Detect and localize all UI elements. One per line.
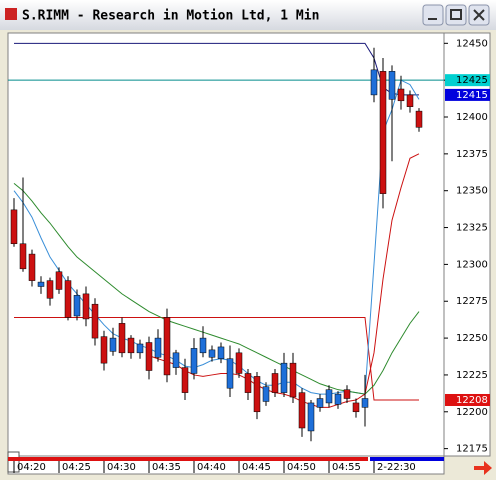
plot-area — [7, 32, 445, 457]
candle-body — [73, 295, 81, 317]
candle-body — [226, 358, 234, 389]
candle-body — [415, 110, 423, 128]
axis-band — [8, 457, 368, 461]
window-buttons[interactable] — [422, 4, 490, 26]
y-tick-label: 12350 — [456, 186, 488, 197]
maximize-button[interactable] — [445, 4, 467, 26]
candle-body — [289, 362, 297, 398]
minimize-button[interactable] — [422, 4, 444, 26]
candle-body — [307, 402, 315, 432]
axis-band — [370, 457, 444, 461]
candle-body — [55, 271, 63, 290]
candle-body — [280, 362, 288, 393]
app-icon — [5, 8, 17, 20]
x-tick-label: 04:55 — [332, 462, 361, 473]
candle-body — [235, 352, 243, 374]
title-bar — [0, 0, 496, 30]
indicator-line — [13, 182, 420, 395]
candle-body — [109, 337, 117, 352]
candle-body — [163, 317, 171, 376]
y-tick-label: 12400 — [456, 112, 488, 123]
x-tick-label: 04:35 — [152, 462, 181, 473]
candle-body — [334, 393, 342, 405]
candle-body — [10, 209, 18, 245]
candle-body — [82, 293, 90, 320]
candle-body — [361, 398, 369, 408]
price-axis — [443, 32, 491, 457]
candle-body — [118, 323, 126, 354]
candle-body — [37, 281, 45, 287]
candle-body — [244, 373, 252, 393]
price-marker — [445, 74, 490, 87]
candle-body — [100, 336, 108, 364]
price-marker — [445, 393, 490, 406]
candle-body — [181, 367, 189, 393]
candle-body — [91, 303, 99, 339]
price-marker-label: 12208 — [456, 395, 488, 406]
x-tick-label: 04:25 — [62, 462, 91, 473]
candle-body — [370, 69, 378, 96]
scroll-arrow[interactable] — [474, 461, 492, 475]
x-tick-label: 04:30 — [107, 462, 136, 473]
y-tick-label: 12225 — [456, 370, 488, 381]
y-tick-label: 12325 — [456, 223, 488, 234]
candle-body — [262, 386, 270, 402]
y-tick-label: 12375 — [456, 149, 488, 160]
candle-body — [190, 348, 198, 374]
candle-body — [316, 398, 324, 408]
candle-body — [136, 343, 144, 354]
candle-body — [145, 342, 153, 371]
y-tick-label: 12450 — [456, 38, 488, 49]
y-tick-label: 12200 — [456, 407, 488, 418]
y-tick-label: 12175 — [456, 444, 488, 455]
candle-body — [46, 280, 54, 299]
plot: 12175 12200 12225 12250 12275 12300 12325 12350… — [8, 38, 490, 473]
y-tick-label: 12275 — [456, 296, 488, 307]
indicator-line — [14, 316, 419, 401]
candle-body — [154, 337, 162, 358]
x-tick-label: 04:20 — [17, 462, 46, 473]
candle-body — [172, 352, 180, 368]
candle-body — [253, 376, 261, 413]
candle-body — [343, 389, 351, 399]
candle-body — [64, 280, 72, 318]
price-marker-label: 12425 — [456, 75, 488, 86]
candle-body — [127, 337, 135, 354]
price-marker-label: 12415 — [456, 90, 488, 101]
candle-body — [217, 346, 225, 359]
candle-body — [199, 337, 207, 354]
x-tick-label: 04:50 — [287, 462, 316, 473]
y-tick-label: 12250 — [456, 333, 488, 344]
candle-body — [19, 243, 27, 270]
price-marker — [445, 88, 490, 101]
candle-body — [406, 94, 414, 107]
candle-body — [397, 88, 405, 102]
candle-body — [271, 373, 279, 393]
candle-body — [388, 71, 396, 100]
x-tick-label: 04:45 — [242, 462, 271, 473]
candle-body — [352, 402, 360, 413]
candle-body — [28, 253, 36, 281]
candle-body — [298, 392, 306, 429]
candle-body — [379, 71, 387, 194]
indicator-line — [14, 42, 419, 96]
x-tick-label: 04:40 — [197, 462, 226, 473]
y-tick-label: 12300 — [456, 259, 488, 270]
candle-body — [325, 389, 333, 404]
x-tick-label: 2-22:30 — [377, 462, 416, 473]
candle-body — [208, 349, 216, 358]
window-title: S.RIMM - Research in Motion Ltd, 1 Min — [22, 9, 319, 24]
